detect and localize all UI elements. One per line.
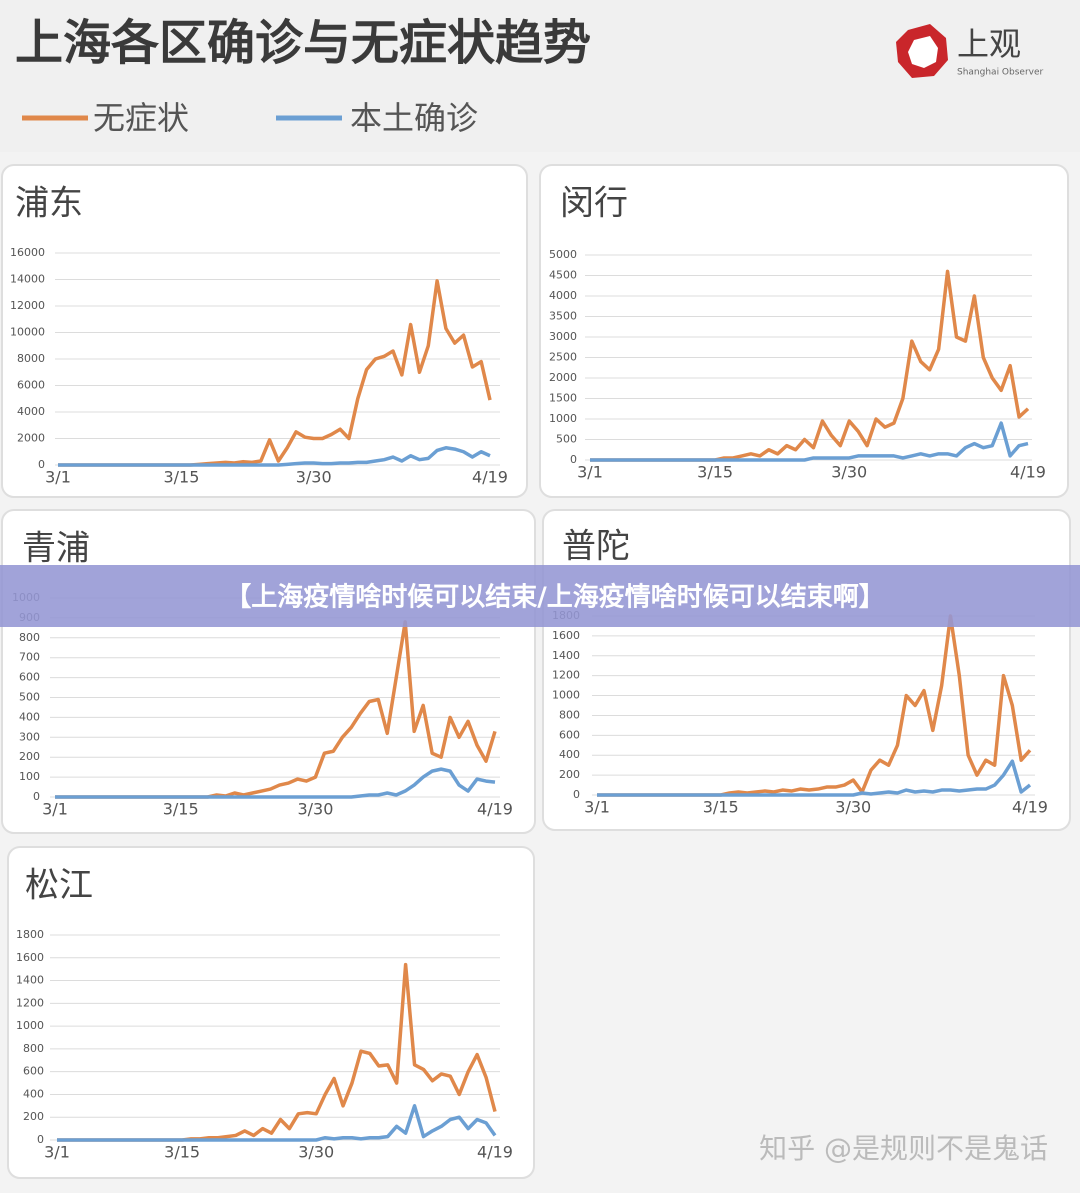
panel <box>1 164 528 498</box>
y-tick-label: 100 <box>19 770 40 783</box>
y-tick-label: 200 <box>23 1110 44 1123</box>
series-line <box>55 767 496 799</box>
x-tick-label: 3/1 <box>577 463 603 482</box>
series-line <box>597 759 1032 797</box>
y-tick-label: 3000 <box>549 330 577 343</box>
y-tick-label: 14000 <box>10 273 45 286</box>
y-tick-label: 400 <box>23 1087 44 1100</box>
y-tick-label: 400 <box>559 748 580 761</box>
y-tick-label: 500 <box>556 433 577 446</box>
y-tick-label: 200 <box>559 768 580 781</box>
x-tick-label: 3/30 <box>297 800 333 819</box>
x-tick-label: 3/30 <box>835 798 871 817</box>
y-tick-label: 1000 <box>552 689 580 702</box>
y-tick-label: 1200 <box>16 996 44 1009</box>
logo-icon-inner <box>908 36 938 68</box>
panel-title: 闵行 <box>560 184 628 224</box>
header-background <box>0 0 1080 152</box>
y-tick-label: 0 <box>38 458 45 471</box>
y-tick-label: 800 <box>23 1042 44 1055</box>
y-tick-label: 700 <box>19 651 40 664</box>
x-tick-label: 3/1 <box>44 1143 70 1162</box>
series-line <box>57 1104 497 1142</box>
x-tick-label: 3/30 <box>831 463 867 482</box>
panel-title: 普陀 <box>562 527 630 567</box>
watermark: 知乎 @是规则不是鬼话 <box>759 1132 1048 1165</box>
y-tick-label: 0 <box>573 788 580 801</box>
y-tick-label: 800 <box>19 631 40 644</box>
panel-title: 松江 <box>25 866 93 906</box>
y-tick-label: 600 <box>19 671 40 684</box>
logo-text: 上观 <box>957 25 1021 63</box>
y-tick-label: 600 <box>559 728 580 741</box>
panel <box>539 164 1069 498</box>
x-tick-label: 4/19 <box>477 800 513 819</box>
y-tick-label: 2000 <box>17 432 45 445</box>
x-tick-label: 4/19 <box>1012 798 1048 817</box>
panel-title: 青浦 <box>22 529 90 569</box>
x-tick-label: 3/15 <box>697 463 733 482</box>
x-tick-label: 3/15 <box>164 1143 200 1162</box>
legend-label: 本土确诊 <box>350 99 478 137</box>
x-tick-label: 3/30 <box>296 468 332 487</box>
banner <box>0 565 1080 627</box>
y-tick-label: 0 <box>33 790 40 803</box>
x-tick-label: 3/15 <box>163 468 199 487</box>
x-tick-label: 3/1 <box>45 468 71 487</box>
y-tick-label: 1000 <box>16 1019 44 1032</box>
x-tick-label: 3/30 <box>298 1143 334 1162</box>
y-tick-label: 2000 <box>549 371 577 384</box>
y-tick-label: 800 <box>559 708 580 721</box>
y-tick-label: 1200 <box>552 669 580 682</box>
logo-subtitle: Shanghai Observer <box>957 68 1044 78</box>
y-tick-label: 5000 <box>549 248 577 261</box>
y-tick-label: 4000 <box>17 405 45 418</box>
y-tick-label: 4000 <box>549 289 577 302</box>
x-tick-label: 4/19 <box>472 468 508 487</box>
y-tick-label: 8000 <box>17 352 45 365</box>
y-tick-label: 1800 <box>16 928 44 941</box>
x-tick-label: 4/19 <box>1010 463 1046 482</box>
banner-text: 【上海疫情啥时候可以结束/上海疫情啥时候可以结束啊】 <box>225 582 885 613</box>
series-line <box>590 421 1029 462</box>
y-tick-label: 3500 <box>549 310 577 323</box>
y-tick-label: 400 <box>19 710 40 723</box>
x-tick-label: 4/19 <box>477 1143 513 1162</box>
y-tick-label: 200 <box>19 750 40 763</box>
y-tick-label: 0 <box>37 1133 44 1146</box>
x-tick-label: 3/1 <box>584 798 610 817</box>
y-tick-label: 16000 <box>10 246 45 259</box>
y-tick-label: 1500 <box>549 392 577 405</box>
x-tick-label: 3/15 <box>163 800 199 819</box>
y-tick-label: 12000 <box>10 299 45 312</box>
y-tick-label: 6000 <box>17 379 45 392</box>
x-tick-label: 3/1 <box>42 800 68 819</box>
y-tick-label: 1400 <box>552 649 580 662</box>
y-tick-label: 300 <box>19 730 40 743</box>
y-tick-label: 2500 <box>549 351 577 364</box>
x-tick-label: 3/15 <box>703 798 739 817</box>
panel-title: 浦东 <box>15 184 83 224</box>
page-title: 上海各区确诊与无症状趋势 <box>15 15 591 71</box>
y-tick-label: 1000 <box>549 412 577 425</box>
charts: 浦东02000400060008000100001200014000160003… <box>1 164 1071 1179</box>
y-tick-label: 1600 <box>552 629 580 642</box>
y-tick-label: 600 <box>23 1065 44 1078</box>
y-tick-label: 1400 <box>16 974 44 987</box>
y-tick-label: 1600 <box>16 951 44 964</box>
y-tick-label: 0 <box>570 453 577 466</box>
y-tick-label: 10000 <box>10 326 45 339</box>
y-tick-label: 4500 <box>549 269 577 282</box>
y-tick-label: 500 <box>19 691 40 704</box>
panel <box>7 846 535 1179</box>
series-line <box>58 446 491 467</box>
legend-label: 无症状 <box>93 99 189 137</box>
